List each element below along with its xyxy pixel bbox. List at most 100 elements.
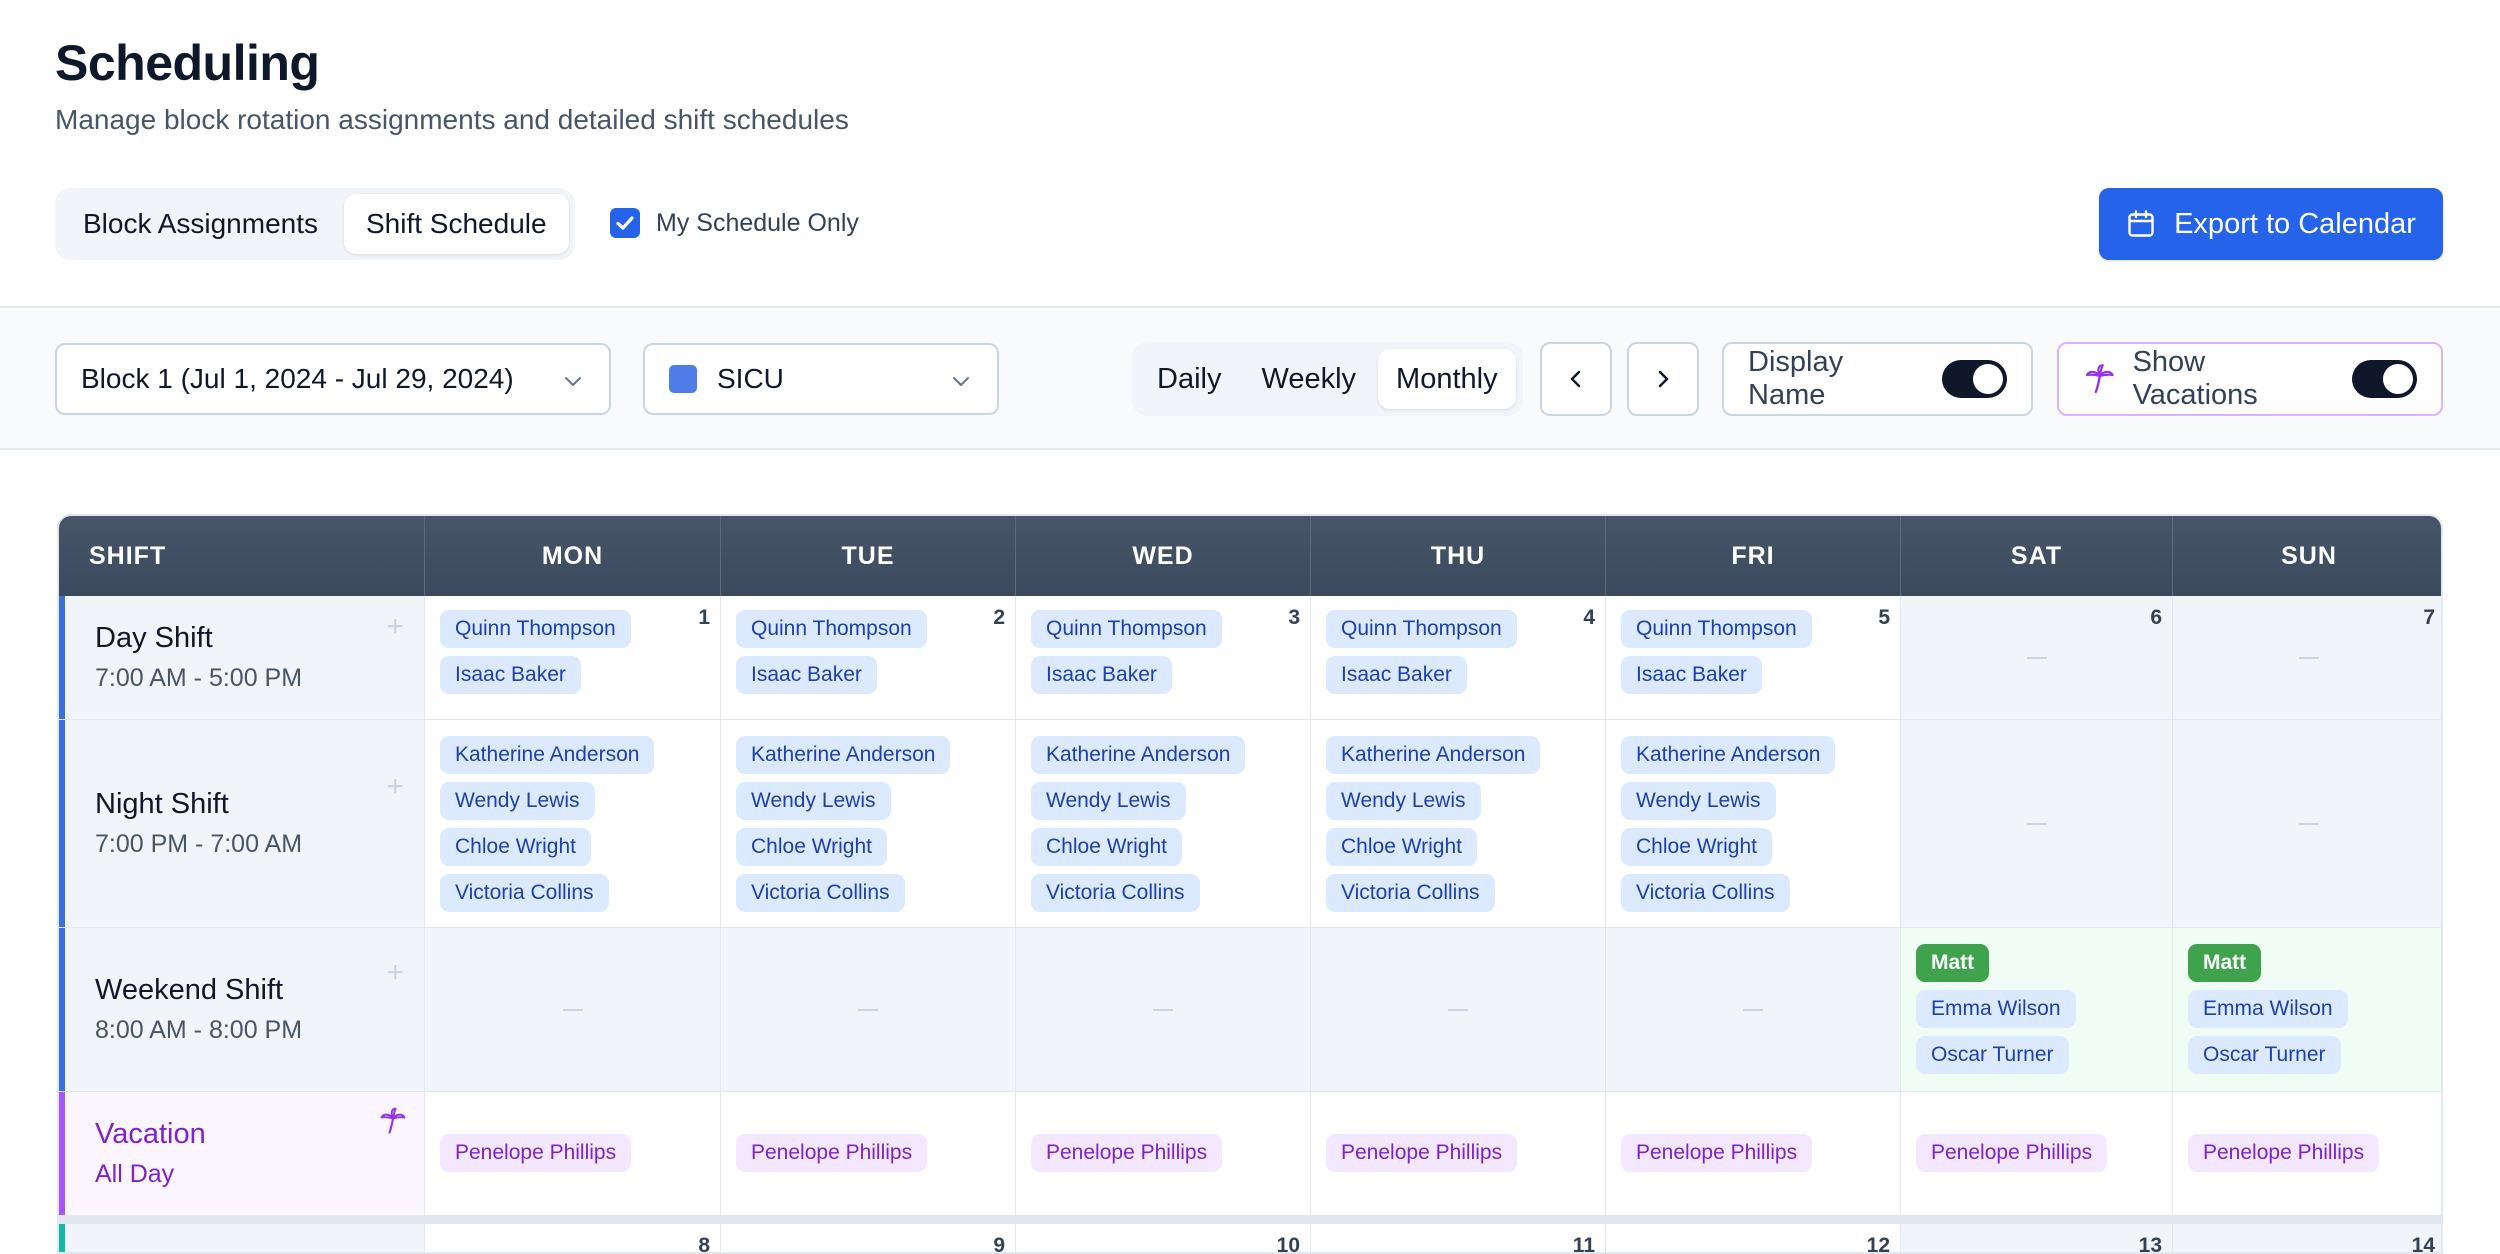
weekend-cell-wed[interactable] [1016,928,1311,1091]
vacation-chip[interactable]: Penelope Phillips [1916,1134,2108,1172]
weekend-cell-sun[interactable]: Matt Emma Wilson Oscar Turner [2173,928,2441,1091]
vacation-cell-sun[interactable]: Penelope Phillips [2173,1092,2441,1215]
staff-chip[interactable]: Quinn Thompson [1621,610,1812,648]
staff-chip[interactable]: Katherine Anderson [1621,736,1836,774]
day-cell-fri[interactable]: 5 Quinn Thompson Isaac Baker [1606,596,1901,719]
vacation-cell-mon[interactable]: Penelope Phillips [425,1092,721,1215]
staff-chip[interactable]: Chloe Wright [1326,828,1477,866]
block-select[interactable]: Block 1 (Jul 1, 2024 - Jul 29, 2024) [55,343,611,415]
weekend-cell-sat[interactable]: Matt Emma Wilson Oscar Turner [1901,928,2173,1091]
staff-chip[interactable]: Chloe Wright [440,828,591,866]
staff-chip[interactable]: Victoria Collins [1031,874,1200,912]
staff-chip[interactable]: Katherine Anderson [1326,736,1541,774]
vacation-chip[interactable]: Penelope Phillips [1031,1134,1223,1172]
staff-chip[interactable]: Isaac Baker [1326,656,1467,694]
staff-chip[interactable]: Wendy Lewis [1621,782,1776,820]
night-cell-sun[interactable] [2173,720,2441,927]
night-cell-sat[interactable] [1901,720,2173,927]
staff-chip[interactable]: Wendy Lewis [1326,782,1481,820]
staff-chip[interactable]: Victoria Collins [440,874,609,912]
grid-header: SHIFT MON TUE WED THU FRI SAT SUN [59,516,2441,596]
staff-chip[interactable]: Oscar Turner [2188,1036,2341,1074]
night-cell-tue[interactable]: Katherine Anderson Wendy Lewis Chloe Wri… [721,720,1016,927]
export-to-calendar-button[interactable]: Export to Calendar [2099,188,2443,260]
vacation-cell-tue[interactable]: Penelope Phillips [721,1092,1016,1215]
vacation-cell-thu[interactable]: Penelope Phillips [1311,1092,1606,1215]
next-cell-fri[interactable]: 12 [1606,1224,1901,1252]
palm-tree-icon [2085,364,2114,394]
vacation-chip[interactable]: Penelope Phillips [2188,1134,2380,1172]
next-cell-sun[interactable]: 14 [2173,1224,2441,1252]
next-cell-mon[interactable]: 8 [425,1224,721,1252]
staff-chip[interactable]: Quinn Thompson [1031,610,1222,648]
my-schedule-checkbox[interactable] [610,208,640,238]
night-cell-fri[interactable]: Katherine Anderson Wendy Lewis Chloe Wri… [1606,720,1901,927]
user-badge[interactable]: Matt [1916,944,1990,982]
staff-chip[interactable]: Chloe Wright [1621,828,1772,866]
unit-select[interactable]: SICU [643,343,999,415]
my-schedule-toggle[interactable]: My Schedule Only [610,208,859,238]
night-cell-mon[interactable]: Katherine Anderson Wendy Lewis Chloe Wri… [425,720,721,927]
staff-chip[interactable]: Victoria Collins [736,874,905,912]
staff-chip[interactable]: Katherine Anderson [1031,736,1246,774]
day-cell-thu[interactable]: 4 Quinn Thompson Isaac Baker [1311,596,1606,719]
staff-chip[interactable]: Wendy Lewis [736,782,891,820]
display-name-switch[interactable] [1941,360,2007,398]
staff-chip[interactable]: Chloe Wright [1031,828,1182,866]
user-badge[interactable]: Matt [2188,944,2262,982]
day-cell-sat[interactable]: 6 [1901,596,2173,719]
display-name-toggle[interactable]: Display Name [1722,342,2033,416]
tab-block-assignments[interactable]: Block Assignments [83,208,318,239]
day-cell-mon[interactable]: 1 Quinn Thompson Isaac Baker [425,596,721,719]
staff-chip[interactable]: Quinn Thompson [1326,610,1517,648]
tab-monthly[interactable]: Monthly [1378,349,1516,409]
staff-chip[interactable]: Katherine Anderson [736,736,951,774]
show-vacations-toggle[interactable]: Show Vacations [2057,342,2443,416]
add-day-shift-icon[interactable]: + [386,610,404,643]
day-cell-wed[interactable]: 3 Quinn Thompson Isaac Baker [1016,596,1311,719]
staff-chip[interactable]: Emma Wilson [2188,990,2348,1028]
staff-chip[interactable]: Quinn Thompson [440,610,631,648]
vacation-chip[interactable]: Penelope Phillips [440,1134,632,1172]
day-cell-sun[interactable]: 7 [2173,596,2441,719]
staff-chip[interactable]: Wendy Lewis [1031,782,1186,820]
vacation-chip[interactable]: Penelope Phillips [736,1134,928,1172]
staff-chip[interactable]: Quinn Thompson [736,610,927,648]
show-vacations-switch[interactable] [2351,360,2417,398]
tab-weekly[interactable]: Weekly [1261,362,1357,395]
tab-shift-schedule[interactable]: Shift Schedule [344,194,569,254]
staff-chip[interactable]: Wendy Lewis [440,782,595,820]
add-weekend-shift-icon[interactable]: + [386,956,404,989]
next-cell-sat[interactable]: 13 [1901,1224,2173,1252]
day-cell-tue[interactable]: 2 Quinn Thompson Isaac Baker [721,596,1016,719]
staff-chip[interactable]: Emma Wilson [1916,990,2076,1028]
next-cell-tue[interactable]: 9 [721,1224,1016,1252]
staff-chip[interactable]: Chloe Wright [736,828,887,866]
next-button[interactable] [1627,342,1699,416]
weekend-cell-tue[interactable] [721,928,1016,1091]
night-cell-wed[interactable]: Katherine Anderson Wendy Lewis Chloe Wri… [1016,720,1311,927]
vacation-chip[interactable]: Penelope Phillips [1621,1134,1813,1172]
vacation-cell-wed[interactable]: Penelope Phillips [1016,1092,1311,1215]
weekend-cell-fri[interactable] [1606,928,1901,1091]
staff-chip[interactable]: Victoria Collins [1621,874,1790,912]
staff-chip[interactable]: Isaac Baker [1031,656,1172,694]
vacation-chip[interactable]: Penelope Phillips [1326,1134,1518,1172]
staff-chip[interactable]: Isaac Baker [736,656,877,694]
add-night-shift-icon[interactable]: + [386,770,404,803]
vacation-cell-sat[interactable]: Penelope Phillips [1901,1092,2173,1215]
weekend-cell-mon[interactable] [425,928,721,1091]
staff-chip[interactable]: Isaac Baker [440,656,581,694]
vacation-cell-fri[interactable]: Penelope Phillips [1606,1092,1901,1215]
header-sat: SAT [1901,516,2173,596]
night-cell-thu[interactable]: Katherine Anderson Wendy Lewis Chloe Wri… [1311,720,1606,927]
weekend-cell-thu[interactable] [1311,928,1606,1091]
staff-chip[interactable]: Katherine Anderson [440,736,655,774]
previous-button[interactable] [1540,342,1612,416]
staff-chip[interactable]: Isaac Baker [1621,656,1762,694]
tab-daily[interactable]: Daily [1157,362,1222,395]
staff-chip[interactable]: Oscar Turner [1916,1036,2069,1074]
staff-chip[interactable]: Victoria Collins [1326,874,1495,912]
next-cell-thu[interactable]: 11 [1311,1224,1606,1252]
next-cell-wed[interactable]: 10 [1016,1224,1311,1252]
